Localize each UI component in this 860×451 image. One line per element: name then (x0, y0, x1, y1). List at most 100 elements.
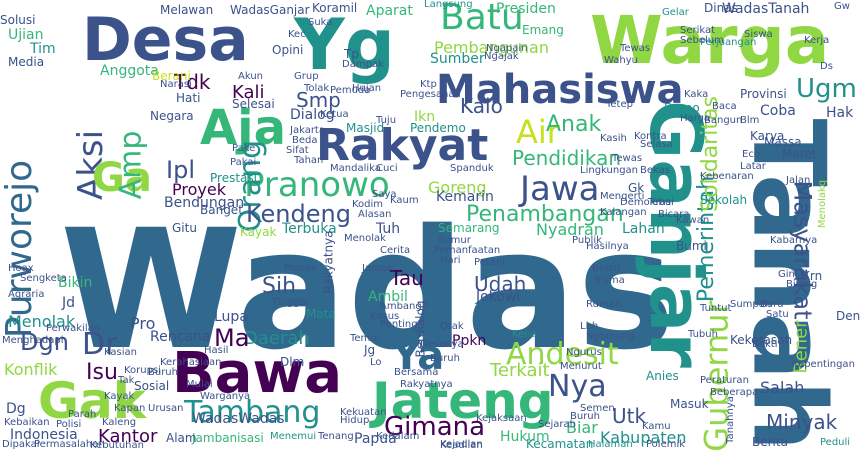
cloud-word: Rencana (150, 329, 211, 345)
cloud-word: Petani (474, 257, 505, 268)
cloud-word: Banget (200, 203, 243, 217)
cloud-word: Narasi (160, 79, 192, 90)
cloud-word: Kemarin (436, 189, 494, 205)
cloud-word: Eco (742, 149, 760, 160)
cloud-word: Krn (802, 269, 823, 283)
cloud-word: Kantor (98, 426, 158, 447)
cloud-word: Jd (62, 295, 76, 311)
cloud-word: Gimana (384, 412, 486, 442)
cloud-word: Anak (546, 112, 602, 137)
cloud-word: Massa (764, 135, 802, 149)
cloud-word: Mata (306, 307, 336, 321)
cloud-word: Anggota (100, 63, 159, 79)
cloud-word: Alasan (358, 209, 392, 220)
cloud-word: Tuju (376, 115, 397, 126)
cloud-word: Ipl (166, 156, 195, 184)
cloud-word: Ikn (414, 109, 436, 125)
cloud-word: Ujian (8, 27, 44, 43)
cloud-word: Pembangunan (434, 38, 549, 57)
cloud-word: Wadas (60, 194, 676, 386)
cloud-word: Ngapain (486, 43, 528, 54)
cloud-word: Cerita (380, 245, 411, 256)
cloud-word: Desa (82, 5, 249, 75)
cloud-word: Menurut (560, 361, 602, 372)
cloud-word: Nya (548, 369, 607, 404)
cloud-word: Tp (344, 47, 359, 61)
cloud-word: Dgn (20, 328, 69, 356)
cloud-word: Tahan (294, 155, 324, 166)
cloud-word: Gk (628, 181, 645, 195)
cloud-word: Jokowi (476, 289, 521, 305)
cloud-word: Menemui (270, 431, 317, 442)
cloud-word: Kamu (642, 421, 671, 432)
cloud-word: Selasa (640, 139, 673, 150)
cloud-word: Rakyat (316, 120, 489, 171)
cloud-word: Perjuangan (700, 37, 757, 48)
cloud-word: Beberapa (710, 387, 759, 398)
cloud-word: Nyadran (536, 220, 604, 239)
cloud-word: Pemuda (330, 85, 371, 96)
cloud-word: Kerahasiaan (160, 357, 222, 368)
cloud-word: Hujan (352, 83, 382, 94)
cloud-word: Siswa (744, 29, 773, 40)
cloud-word: Alam (166, 431, 197, 445)
cloud-word: Pranowo (244, 165, 390, 205)
cloud-word: Provinsi (740, 87, 787, 101)
cloud-word: Tinggal (272, 297, 309, 308)
cloud-word: Menolak (344, 233, 386, 244)
cloud-word: Bendungan (164, 195, 245, 211)
cloud-word: Berita (752, 435, 788, 449)
cloud-word: Akun (238, 71, 263, 82)
cloud-word: Presiden (496, 1, 556, 17)
cloud-word: Selesai (232, 97, 275, 111)
cloud-word: Ya (392, 333, 445, 379)
cloud-word: Kebaikan (4, 417, 50, 428)
cloud-word: Beda (292, 135, 318, 146)
cloud-word: Kendeng (246, 200, 351, 228)
cloud-word: Lingkungan (580, 165, 639, 176)
cloud-word: Aja (200, 100, 286, 156)
cloud-word: Maret (782, 147, 817, 161)
cloud-word: Kayak (104, 391, 135, 402)
cloud-word: Mahasiswa (436, 67, 684, 113)
cloud-word: Sumber (430, 51, 485, 67)
cloud-word: Mulai (186, 379, 213, 390)
cloud-word: Buruh (148, 367, 178, 378)
cloud-word: Kaum (390, 195, 419, 206)
cloud-word: Jawa (520, 169, 600, 209)
cloud-word: Kayak (240, 225, 277, 239)
cloud-word: Penambangan (466, 202, 624, 227)
cloud-word: Hari (440, 255, 461, 266)
cloud-word: Kebutuhan (90, 440, 144, 451)
cloud-word: Dampak (342, 59, 384, 70)
cloud-word: Aparat (366, 3, 413, 19)
cloud-word: Tewas (620, 43, 651, 54)
cloud-word: Jateng (372, 372, 554, 430)
cloud-word: Ngomong (586, 331, 635, 342)
cloud-word: Pengesahan (400, 89, 461, 100)
cloud-word: Pemanfaatan (434, 245, 501, 256)
cloud-word: Tau (390, 266, 424, 290)
cloud-word: Lahan (622, 221, 665, 237)
cloud-word: Sejarah (538, 419, 576, 430)
cloud-word: Prestasi (210, 171, 257, 185)
cloud-word: Hasilnya (586, 241, 629, 252)
cloud-word: Bangun (704, 115, 743, 126)
cloud-word: Baca (712, 101, 737, 112)
cloud-word: Gak (38, 372, 147, 430)
cloud-word: Den (836, 309, 860, 323)
cloud-word: Dg (6, 401, 26, 417)
cloud-word: Peraturan (700, 375, 749, 386)
cloud-word: Hidup (340, 415, 370, 426)
cloud-word: Sebelum (680, 35, 724, 46)
cloud-word: Kapan (114, 403, 146, 414)
cloud-word: Harga (680, 113, 711, 124)
cloud-word: Sumpah (730, 299, 772, 310)
cloud-word: Bisma (594, 275, 625, 286)
cloud-word: Bicara (658, 209, 690, 220)
cloud-word: Pakai (230, 157, 257, 168)
cloud-word: Ppkn (452, 333, 487, 349)
cloud-word: Semarang (438, 221, 500, 235)
cloud-word: Batu (440, 0, 524, 38)
cloud-word: Kepentingan (792, 359, 855, 370)
